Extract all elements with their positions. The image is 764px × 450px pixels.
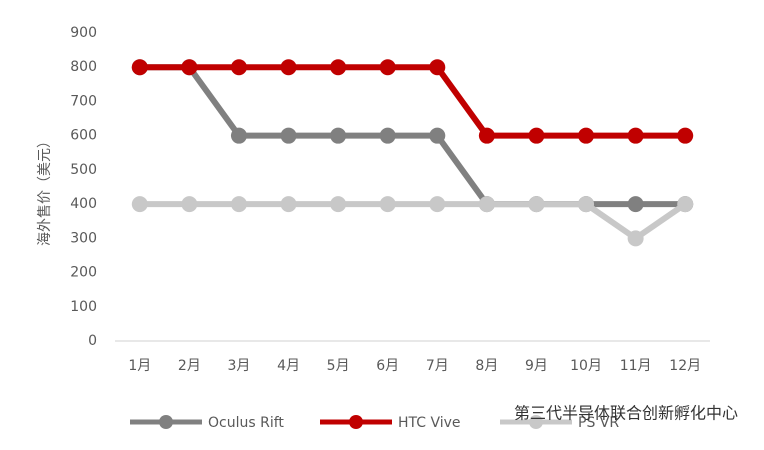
point <box>578 127 595 144</box>
point <box>280 127 297 144</box>
y-tick-label: 900 <box>70 25 97 41</box>
series-line <box>139 64 686 208</box>
point <box>330 127 347 144</box>
point <box>478 196 495 213</box>
x-tick-label: 7月 <box>426 358 449 374</box>
legend-marker <box>529 415 543 429</box>
point <box>131 196 148 213</box>
y-tick-label: 100 <box>70 299 97 315</box>
legend-label: PS VR <box>578 415 619 431</box>
point <box>429 59 446 76</box>
x-tick-label: 5月 <box>327 358 350 374</box>
point <box>131 59 148 76</box>
y-tick-label: 200 <box>70 265 97 281</box>
x-tick-label: 8月 <box>475 358 498 374</box>
point <box>578 196 595 213</box>
point <box>379 127 396 144</box>
x-tick-label: 11月 <box>620 358 652 374</box>
point <box>478 127 495 144</box>
point <box>181 59 198 76</box>
series-line <box>139 201 687 242</box>
point <box>280 59 297 76</box>
point <box>528 127 545 144</box>
point <box>677 196 694 213</box>
point <box>379 59 396 76</box>
point <box>677 127 694 144</box>
point <box>230 196 247 213</box>
point <box>627 127 644 144</box>
y-tick-label: 700 <box>70 93 97 109</box>
point <box>330 196 347 213</box>
point <box>627 230 644 247</box>
legend-label: Oculus Rift <box>208 415 284 431</box>
y-tick-label: 300 <box>70 230 97 246</box>
x-tick-label: 1月 <box>128 358 151 374</box>
point <box>429 196 446 213</box>
point <box>627 196 644 213</box>
point <box>230 127 247 144</box>
y-axis-label: 海外售价（美元） <box>37 134 53 246</box>
point <box>330 59 347 76</box>
legend-label: HTC Vive <box>398 415 461 431</box>
point <box>429 127 446 144</box>
x-tick-label: 3月 <box>227 358 250 374</box>
y-tick-label: 800 <box>70 59 97 75</box>
watermark: 第三代半导体联合创新孵化中心 <box>514 404 738 423</box>
series-line <box>139 64 686 139</box>
x-tick-label: 10月 <box>570 358 602 374</box>
x-tick-label: 9月 <box>525 358 548 374</box>
point <box>230 59 247 76</box>
x-tick-label: 6月 <box>376 358 399 374</box>
y-tick-label: 400 <box>70 196 97 212</box>
point <box>280 196 297 213</box>
y-tick-label: 0 <box>88 333 97 349</box>
point <box>528 196 545 213</box>
x-tick-label: 4月 <box>277 358 300 374</box>
legend-marker <box>349 415 363 429</box>
legend-marker <box>159 415 173 429</box>
x-tick-label: 12月 <box>669 358 701 374</box>
y-tick-label: 500 <box>70 162 97 178</box>
x-tick-label: 2月 <box>178 358 201 374</box>
point <box>181 196 198 213</box>
point <box>379 196 396 213</box>
y-tick-label: 600 <box>70 128 97 144</box>
